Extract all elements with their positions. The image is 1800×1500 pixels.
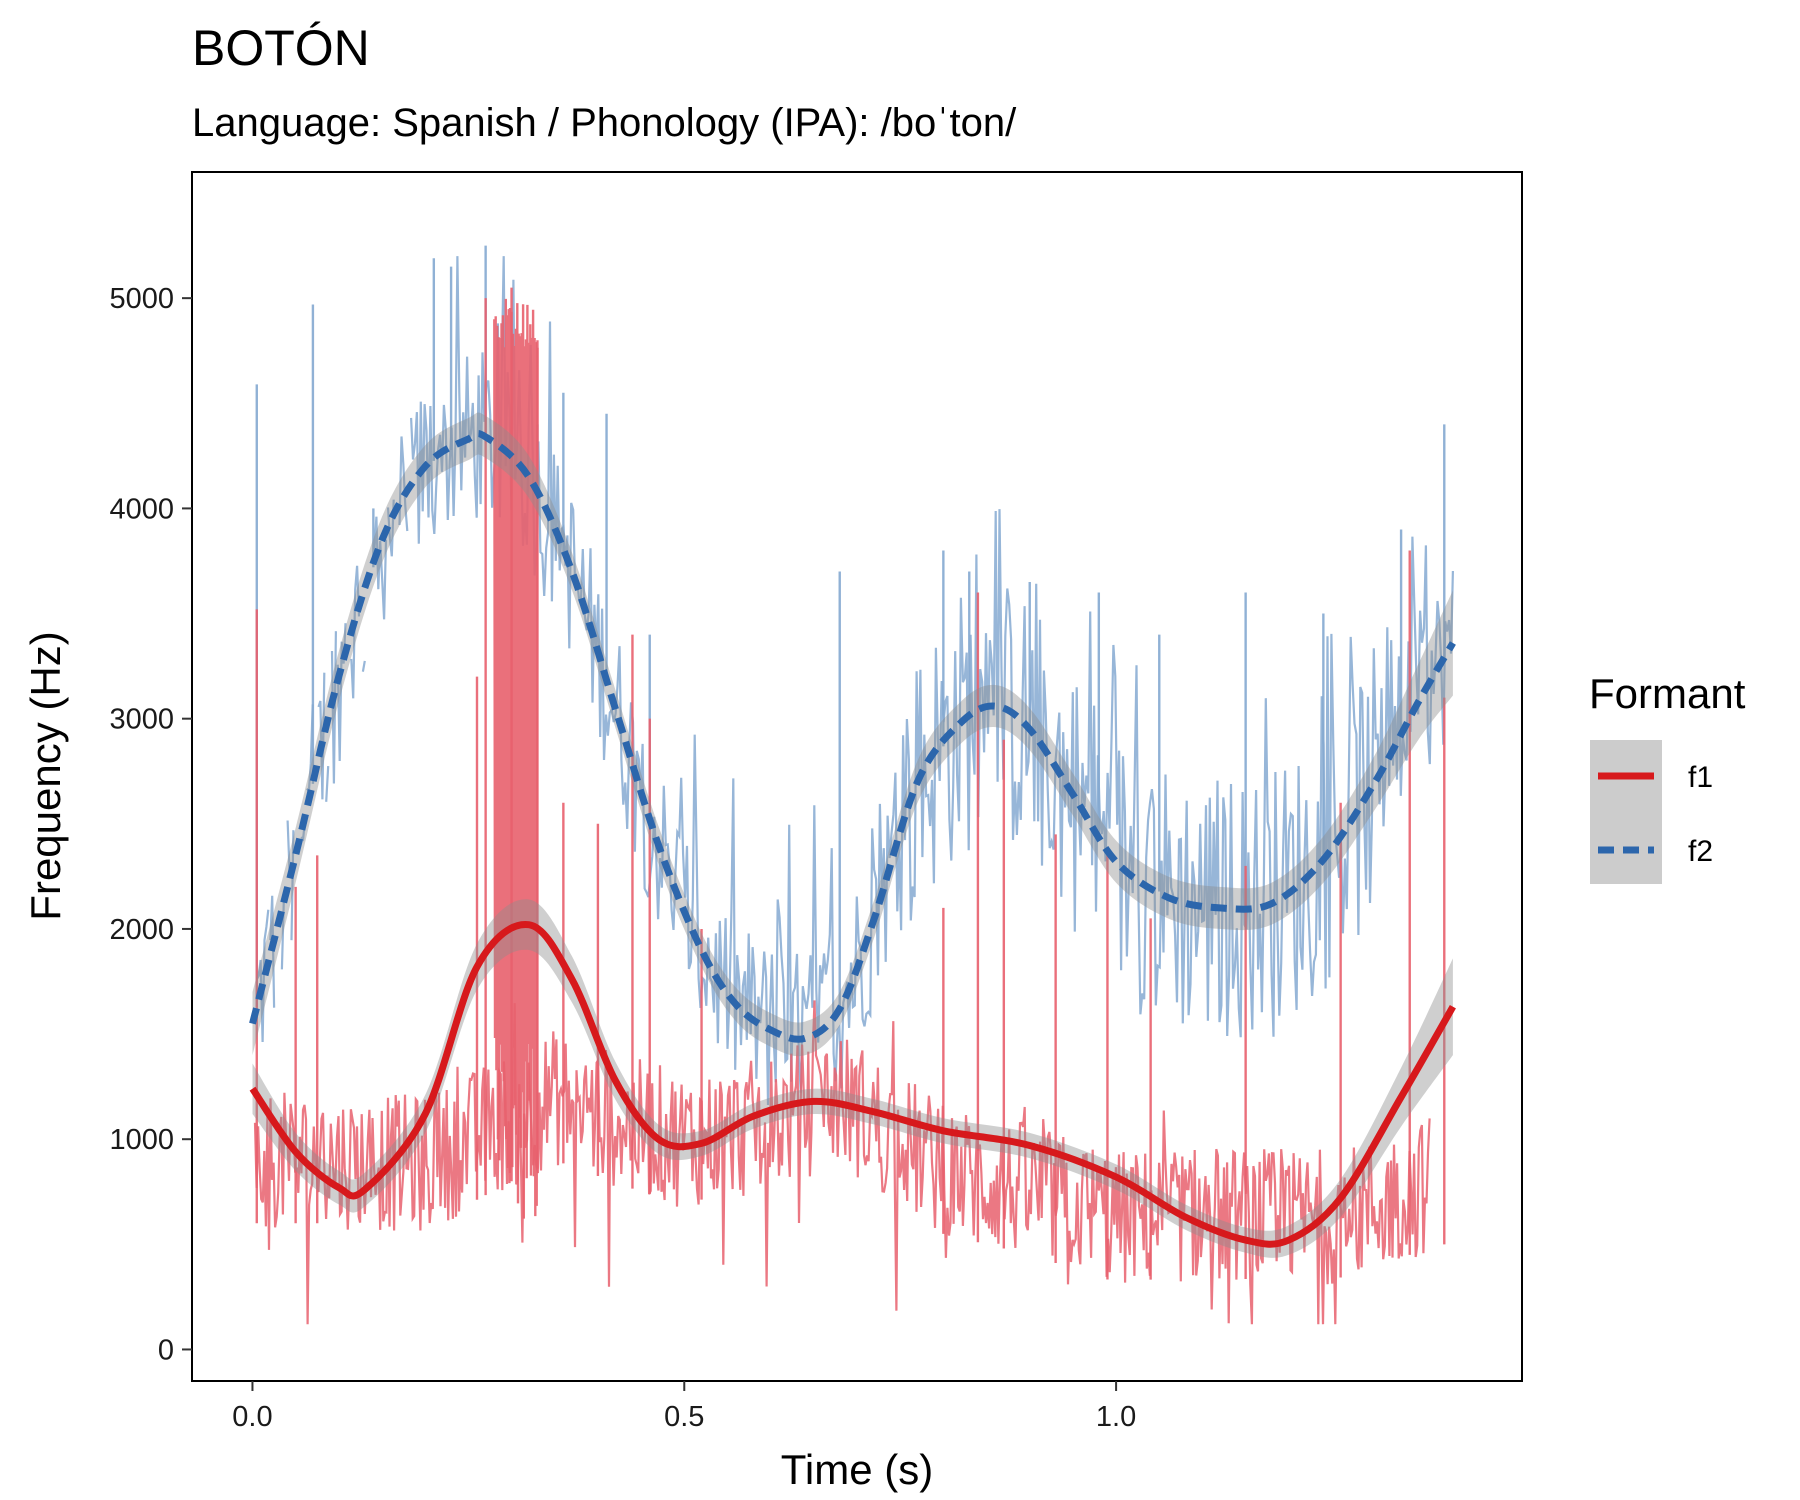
- y-tick-label: 0: [158, 1334, 174, 1366]
- f1-raw-burst: [493, 298, 539, 1219]
- legend-label-f2: f2: [1688, 835, 1713, 868]
- f2-smooth-line: [249, 430, 1456, 1043]
- plot-panel-border: [191, 171, 1523, 1382]
- axes: 0.0 0.5 1.0 0 1000 2000 3000 4000 5000: [109, 283, 1136, 1433]
- y-tick-label: 1000: [109, 1124, 174, 1156]
- chart-title: BOTÓN: [192, 20, 370, 76]
- legend-key-background: [1590, 740, 1662, 884]
- f1-confidence-ribbon: [252, 899, 1453, 1258]
- f2-confidence-ribbon: [252, 412, 1453, 1057]
- legend-title: Formant: [1589, 670, 1746, 717]
- f1-smooth-line: [249, 921, 1456, 1248]
- y-tick-label: 3000: [109, 704, 174, 736]
- y-tick-label: 2000: [109, 914, 174, 946]
- y-tick-label: 4000: [109, 493, 174, 525]
- f1-raw-track: [253, 1000, 1431, 1325]
- y-axis-title: Frequency (Hz): [22, 631, 69, 920]
- plot-area: [249, 245, 1456, 1325]
- x-tick-label: 0.5: [664, 1401, 704, 1433]
- chart-subtitle: Language: Spanish / Phonology (IPA): /bo…: [192, 101, 1017, 145]
- x-tick-label: 1.0: [1096, 1401, 1136, 1433]
- legend: Formant f1 f2: [1589, 670, 1746, 884]
- y-tick-label: 5000: [109, 283, 174, 315]
- x-axis-title: Time (s): [781, 1446, 933, 1493]
- legend-label-f1: f1: [1688, 761, 1713, 794]
- x-tick-label: 0.0: [232, 1401, 272, 1433]
